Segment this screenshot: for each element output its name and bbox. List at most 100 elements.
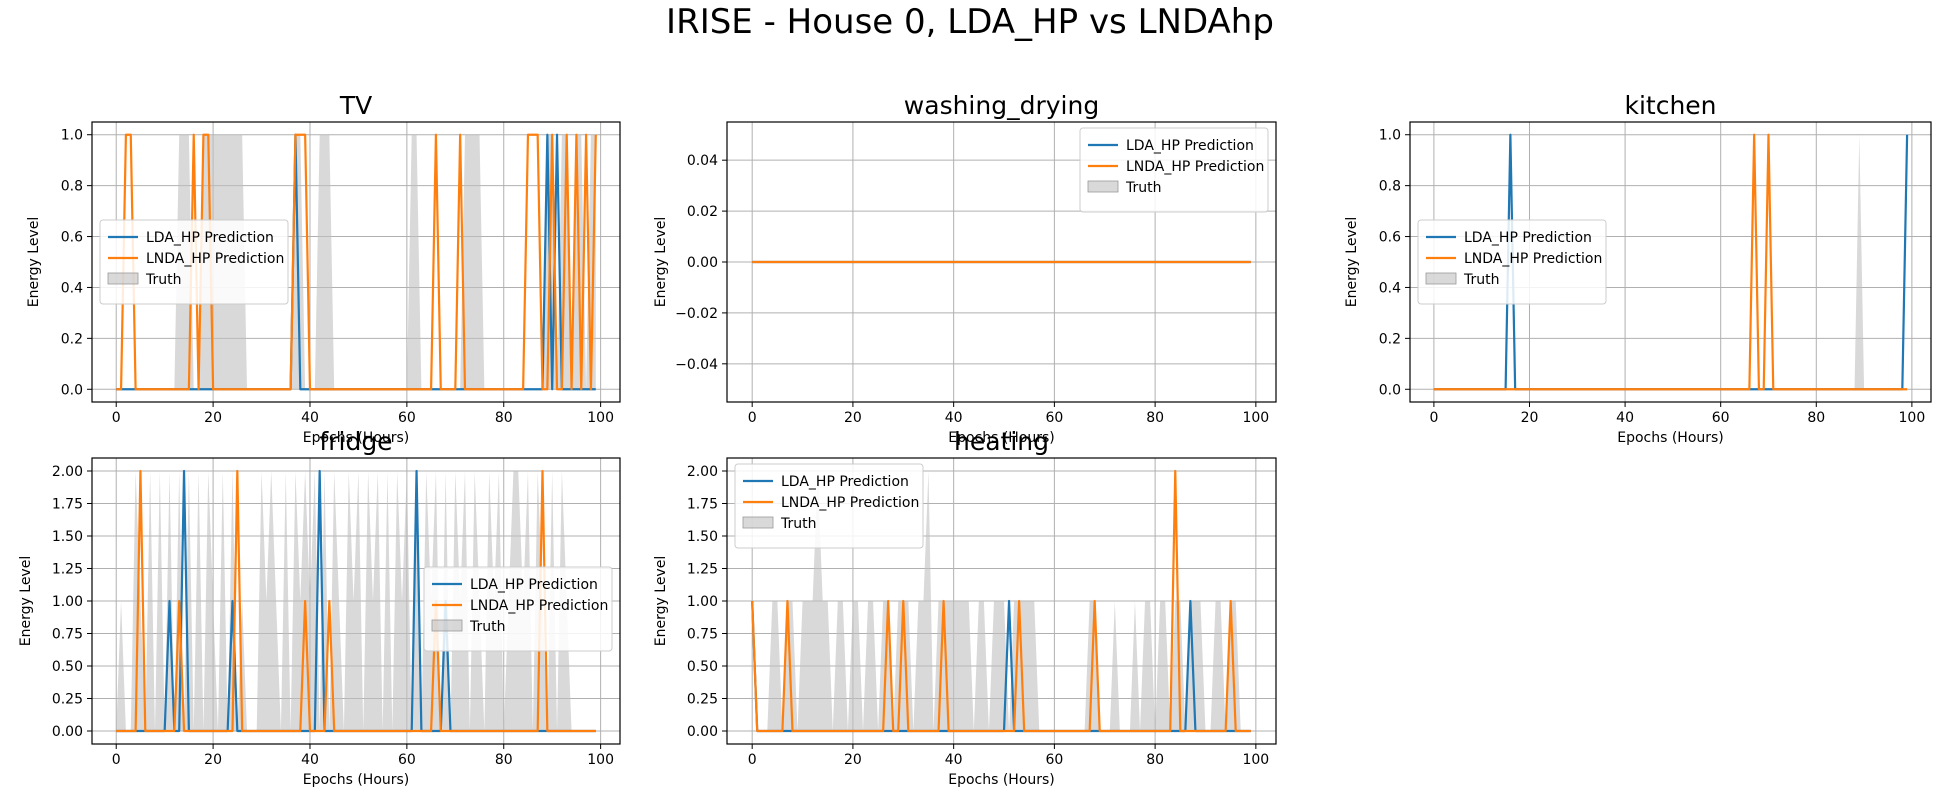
y-tick-label: 1.25 bbox=[52, 562, 83, 578]
y-tick-label: −0.02 bbox=[675, 306, 718, 322]
x-tick-label: 0 bbox=[112, 410, 121, 426]
x-tick-label: 0 bbox=[748, 752, 757, 768]
legend-entry-label: LDA_HP Prediction bbox=[470, 577, 598, 593]
y-tick-label: 0.4 bbox=[1379, 280, 1401, 296]
subplot-tv: 0 20 40 60 80 100 0.0 0.2 0.4 0.6 0.8 1.0 Epochs (Ho… bbox=[26, 91, 621, 446]
y-tick-label: 1.75 bbox=[687, 497, 718, 513]
y-tick-label: 0.6 bbox=[1379, 230, 1401, 246]
legend-box bbox=[734, 463, 924, 549]
x-tick-label: 80 bbox=[1146, 752, 1164, 768]
y-axis-label: Energy Level bbox=[653, 217, 669, 307]
y-tick-label: 0.04 bbox=[687, 153, 718, 169]
legend-entry-label: LNDA_HP Prediction bbox=[470, 598, 608, 614]
subplot-kitchen: 0 20 40 60 80 100 0.0 0.2 0.4 0.6 0.8 1.0 Epochs (Ho… bbox=[1344, 91, 1932, 446]
legend-entry-label: Truth bbox=[1463, 272, 1500, 288]
y-tick-label: 0.00 bbox=[52, 724, 83, 740]
y-tick-label: 0.02 bbox=[687, 204, 718, 220]
truth-area bbox=[116, 134, 596, 390]
subplot-title: heating bbox=[954, 427, 1049, 456]
subplot-fridge: 0 20 40 60 80 100 0.00 0.25 0.50 0.75 1.00 1.25 1.50… bbox=[18, 427, 621, 788]
y-tick-label: 1.50 bbox=[52, 529, 83, 545]
x-tick-label: 100 bbox=[1242, 752, 1269, 768]
x-tick-label: 20 bbox=[844, 410, 862, 426]
y-axis-label: Energy Level bbox=[26, 217, 42, 307]
y-tick-label: 1.50 bbox=[687, 529, 718, 545]
lnda-series-line bbox=[116, 469, 596, 733]
plot-frame bbox=[1409, 121, 1932, 403]
y-tick-label: 1.0 bbox=[1379, 128, 1401, 144]
legend: LDA_HP Prediction LNDA_HP Prediction Truth bbox=[1417, 219, 1607, 305]
y-tick-label: 0.8 bbox=[61, 179, 83, 195]
legend-box bbox=[99, 219, 289, 305]
x-tick-label: 0 bbox=[112, 752, 121, 768]
x-tick-label: 0 bbox=[1429, 410, 1438, 426]
subplot-title: TV bbox=[339, 91, 372, 120]
y-tick-label: 1.75 bbox=[52, 497, 83, 513]
y-tick-label: 1.00 bbox=[687, 594, 718, 610]
x-tick-label: 60 bbox=[398, 752, 416, 768]
x-tick-label: 60 bbox=[1712, 410, 1730, 426]
y-tick-label: 0.2 bbox=[61, 331, 83, 347]
y-tick-label: 0.25 bbox=[52, 692, 83, 708]
legend-entry-label: Truth bbox=[469, 619, 506, 635]
y-tick-label: 1.0 bbox=[61, 128, 83, 144]
legend-swatch-truth bbox=[1087, 180, 1119, 193]
legend-entry-label: LNDA_HP Prediction bbox=[1464, 251, 1602, 267]
x-axis-label: Epochs (Hours) bbox=[1617, 430, 1724, 446]
y-tick-label: 0.25 bbox=[687, 692, 718, 708]
x-tick-label: 0 bbox=[748, 410, 757, 426]
x-tick-label: 40 bbox=[1616, 410, 1634, 426]
y-tick-label: 0.4 bbox=[61, 280, 83, 296]
legend-entry-label: LDA_HP Prediction bbox=[146, 230, 274, 246]
y-tick-label: 0.00 bbox=[687, 255, 718, 271]
y-axis-label: Energy Level bbox=[653, 556, 669, 646]
legend-box bbox=[423, 566, 613, 652]
x-tick-label: 100 bbox=[1899, 410, 1926, 426]
truth-area bbox=[1433, 134, 1908, 390]
legend-swatch-truth bbox=[742, 516, 774, 529]
y-tick-label: 0.75 bbox=[687, 627, 718, 643]
truth-area bbox=[752, 471, 1251, 731]
x-tick-label: 80 bbox=[1146, 410, 1164, 426]
lnda-series-line bbox=[751, 469, 1251, 733]
legend-entry-label: LDA_HP Prediction bbox=[1464, 230, 1592, 246]
legend-entry-label: LNDA_HP Prediction bbox=[781, 495, 919, 511]
x-axis-label: Epochs (Hours) bbox=[948, 772, 1055, 788]
y-tick-label: 0.50 bbox=[52, 659, 83, 675]
x-tick-label: 20 bbox=[1521, 410, 1539, 426]
x-tick-label: 60 bbox=[398, 410, 416, 426]
legend-entry-label: Truth bbox=[145, 272, 182, 288]
legend-box bbox=[1417, 219, 1607, 305]
legend-entry-label: LNDA_HP Prediction bbox=[146, 251, 284, 267]
subplot-title: washing_drying bbox=[904, 91, 1099, 120]
legend: LDA_HP Prediction LNDA_HP Prediction Truth bbox=[99, 219, 289, 305]
subplot-title: kitchen bbox=[1624, 91, 1716, 120]
legend-entry-label: Truth bbox=[1125, 180, 1162, 196]
legend-entry-label: LDA_HP Prediction bbox=[781, 474, 909, 490]
y-tick-label: 0.6 bbox=[61, 230, 83, 246]
x-tick-label: 100 bbox=[1242, 410, 1269, 426]
legend-entry-label: Truth bbox=[780, 516, 817, 532]
x-tick-label: 60 bbox=[1045, 752, 1063, 768]
y-axis-label: Energy Level bbox=[1344, 217, 1360, 307]
legend: LDA_HP Prediction LNDA_HP Prediction Truth bbox=[423, 566, 613, 652]
y-tick-label: 0.0 bbox=[1379, 382, 1401, 398]
x-tick-label: 80 bbox=[1807, 410, 1825, 426]
legend-box bbox=[1079, 127, 1269, 213]
lnda-series-line bbox=[1433, 133, 1908, 391]
legend-swatch-truth bbox=[107, 272, 139, 285]
x-tick-label: 20 bbox=[844, 752, 862, 768]
figure-title: IRISE - House 0, LDA_HP vs LNDAhp bbox=[666, 2, 1274, 42]
x-tick-label: 80 bbox=[495, 410, 513, 426]
legend-swatch-truth bbox=[431, 619, 463, 632]
legend-swatch-truth bbox=[1425, 272, 1457, 285]
truth-area bbox=[116, 471, 596, 731]
x-tick-label: 40 bbox=[301, 410, 319, 426]
x-axis-label: Epochs (Hours) bbox=[303, 430, 410, 446]
y-tick-label: 0.50 bbox=[687, 659, 718, 675]
y-axis-label: Energy Level bbox=[18, 556, 34, 646]
y-tick-label: 0.8 bbox=[1379, 179, 1401, 195]
y-tick-label: 1.25 bbox=[687, 562, 718, 578]
legend-entry-label: LNDA_HP Prediction bbox=[1126, 159, 1264, 175]
legend: LDA_HP Prediction LNDA_HP Prediction Truth bbox=[1079, 127, 1269, 213]
